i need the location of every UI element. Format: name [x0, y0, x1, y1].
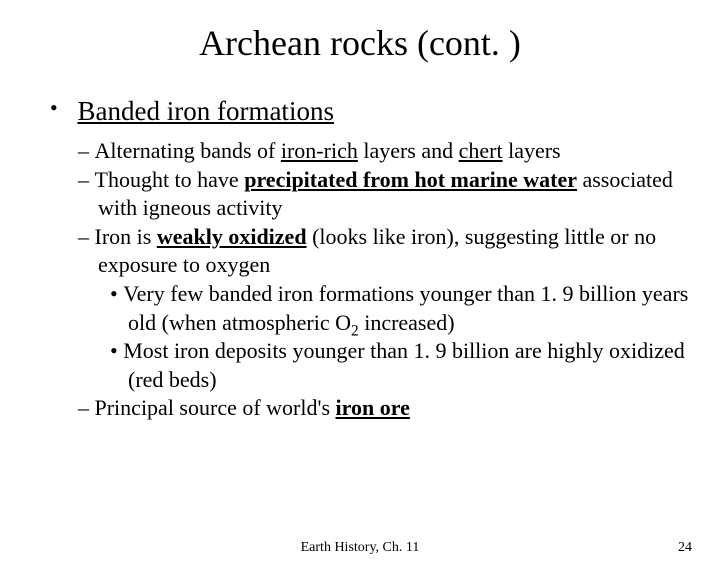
text: layers and	[358, 138, 459, 163]
dash-icon: –	[78, 224, 89, 249]
footer-chapter: Earth History, Ch. 11	[0, 540, 720, 556]
bullet-level2: – Iron is weakly oxidized (looks like ir…	[50, 223, 690, 280]
text-bold-underline: precipitated from hot marine water	[244, 167, 577, 192]
slide-title: Archean rocks (cont. )	[0, 22, 720, 64]
text: Iron is	[95, 224, 157, 249]
text-underline: iron-rich	[281, 138, 358, 163]
dash-icon: –	[78, 167, 89, 192]
slide: Archean rocks (cont. ) • Banded iron for…	[0, 22, 720, 562]
bullet-icon: •	[50, 94, 72, 123]
footer-page-number: 24	[678, 540, 692, 556]
bullet-level2: – Thought to have precipitated from hot …	[50, 166, 690, 223]
text: Alternating bands of	[95, 138, 281, 163]
bullet-level2: – Principal source of world's iron ore	[50, 394, 690, 423]
text: Thought to have	[95, 167, 245, 192]
bullet-level1: • Banded iron formations	[50, 94, 690, 129]
dash-icon: –	[78, 395, 89, 420]
dash-icon: –	[78, 138, 89, 163]
text-bold-underline: weakly oxidized	[157, 224, 307, 249]
text: Most iron deposits younger than 1. 9 bil…	[123, 338, 685, 392]
text: Principal source of world's	[95, 395, 336, 420]
bullet-icon: •	[110, 338, 118, 363]
text-underline: chert	[459, 138, 503, 163]
text: layers	[503, 138, 561, 163]
bullet-level1-text: Banded iron formations	[78, 94, 678, 129]
bullet-level2: – Alternating bands of iron-rich layers …	[50, 137, 690, 166]
bullet-level3: • Most iron deposits younger than 1. 9 b…	[50, 337, 690, 394]
bullet-level3: • Very few banded iron formations younge…	[50, 280, 690, 337]
bullet-icon: •	[110, 281, 118, 306]
text-bold-underline: iron ore	[336, 395, 410, 420]
content-area: • Banded iron formations – Alternating b…	[0, 94, 720, 423]
text: increased)	[359, 310, 455, 335]
